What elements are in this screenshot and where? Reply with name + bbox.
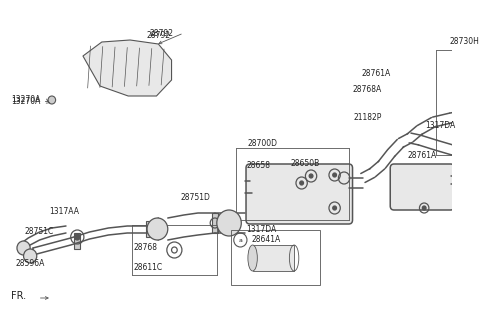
- Circle shape: [469, 70, 480, 94]
- Text: 28768A: 28768A: [352, 85, 382, 95]
- Text: 13270A: 13270A: [12, 95, 41, 105]
- Text: 28751D: 28751D: [180, 193, 210, 202]
- Text: 28768: 28768: [134, 243, 158, 252]
- Text: 28650B: 28650B: [290, 158, 320, 168]
- Text: 28700D: 28700D: [248, 139, 278, 148]
- Circle shape: [309, 174, 313, 178]
- Text: 21182P: 21182P: [353, 114, 382, 123]
- FancyBboxPatch shape: [246, 164, 352, 224]
- Circle shape: [422, 206, 426, 210]
- Circle shape: [74, 234, 80, 240]
- Polygon shape: [146, 221, 152, 237]
- Circle shape: [300, 181, 303, 185]
- Text: 28792: 28792: [150, 28, 174, 37]
- Bar: [231, 230, 321, 285]
- Text: FR.: FR.: [12, 291, 26, 301]
- Text: 28792: 28792: [146, 31, 170, 40]
- FancyBboxPatch shape: [390, 164, 455, 210]
- Polygon shape: [74, 233, 80, 249]
- Circle shape: [333, 206, 336, 210]
- Polygon shape: [212, 213, 218, 233]
- Polygon shape: [83, 40, 171, 96]
- Text: 28641A: 28641A: [252, 236, 281, 245]
- Circle shape: [48, 96, 56, 104]
- Text: 13270A: 13270A: [12, 97, 41, 106]
- Text: 28761A: 28761A: [407, 150, 436, 159]
- Text: 28596A: 28596A: [15, 260, 45, 269]
- Text: 28730H: 28730H: [450, 37, 480, 46]
- Text: 28658: 28658: [247, 160, 271, 169]
- Circle shape: [217, 210, 241, 236]
- Text: 28751C: 28751C: [24, 227, 54, 236]
- Circle shape: [17, 241, 30, 255]
- Circle shape: [147, 218, 168, 240]
- Text: a: a: [239, 237, 242, 242]
- Text: 1317DA: 1317DA: [425, 120, 456, 129]
- Ellipse shape: [248, 245, 257, 271]
- Circle shape: [24, 249, 37, 263]
- Circle shape: [333, 173, 336, 177]
- Text: 1317AA: 1317AA: [49, 207, 79, 217]
- Bar: [252, 245, 294, 271]
- Text: 28761A: 28761A: [362, 69, 391, 77]
- Text: 28611C: 28611C: [134, 264, 163, 272]
- Text: 1317DA: 1317DA: [246, 226, 276, 235]
